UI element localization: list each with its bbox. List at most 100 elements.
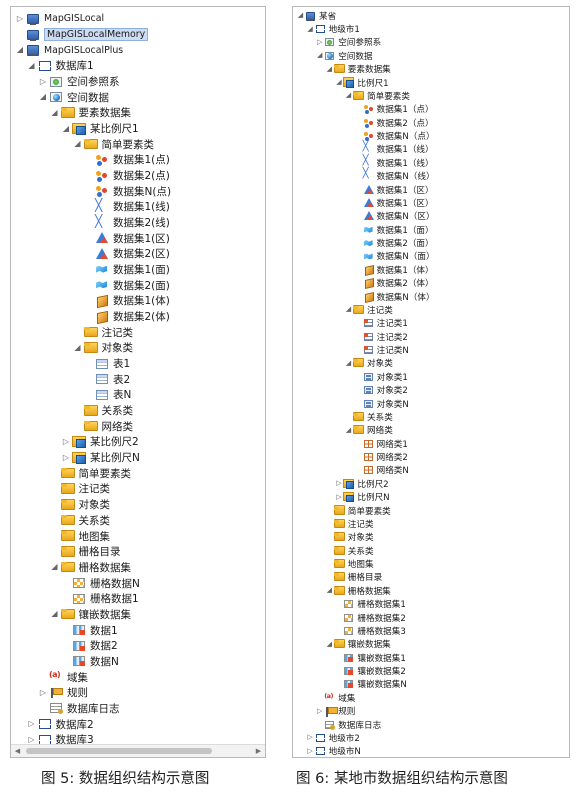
tree-node[interactable]: ▷ 某比例尺2 bbox=[11, 434, 265, 450]
tree-node[interactable]: ◢ 某比例尺1 bbox=[11, 121, 265, 137]
tree-node[interactable]: ▷数据集N（线） bbox=[293, 168, 569, 183]
tree-node[interactable]: ▷数据集2(点) bbox=[11, 168, 265, 184]
scroll-left-arrow-icon[interactable]: ◀ bbox=[14, 747, 21, 755]
tree-node[interactable]: ▷数据集2(线) bbox=[11, 214, 265, 231]
tree-node[interactable]: ▷数据集1(线) bbox=[11, 198, 265, 215]
tree-node[interactable]: ▷数据集1（体） bbox=[293, 263, 569, 276]
tree-node[interactable]: ▷对象类 bbox=[293, 531, 569, 544]
tree-node[interactable]: ◢ 对象类 bbox=[11, 340, 265, 356]
tree-node[interactable]: ◢ 地级市1 bbox=[293, 22, 569, 35]
expand-arrow-icon[interactable]: ▷ bbox=[16, 13, 24, 23]
tree-node[interactable]: ▷ 地级市2 bbox=[293, 731, 569, 744]
collapse-arrow-icon[interactable]: ◢ bbox=[62, 123, 70, 133]
tree-node[interactable]: ▷注记类 bbox=[293, 517, 569, 530]
tree-node[interactable]: ▷注记类 bbox=[11, 324, 265, 340]
tree-node[interactable]: ▷数据集1（点） bbox=[293, 103, 569, 116]
expand-arrow-icon[interactable]: ▷ bbox=[62, 452, 70, 462]
collapse-arrow-icon[interactable]: ◢ bbox=[51, 562, 58, 572]
tree-node[interactable]: ◢ 网络类 bbox=[293, 424, 569, 437]
tree-node[interactable]: ▷栅格数据1 bbox=[11, 591, 265, 607]
tree-node[interactable]: ▷栅格目录 bbox=[11, 544, 265, 560]
tree-node[interactable]: ▷ 某比例尺N bbox=[11, 450, 265, 466]
tree-node[interactable]: ▷数据集1(区) bbox=[11, 230, 265, 246]
scrollbar-thumb[interactable] bbox=[26, 748, 212, 754]
tree-node[interactable]: ▷ 空间参照系 bbox=[293, 36, 569, 49]
tree-node[interactable]: ▷网络类2 bbox=[293, 450, 569, 463]
collapse-arrow-icon[interactable]: ◢ bbox=[326, 586, 332, 595]
tree-node[interactable]: ▷栅格目录 bbox=[293, 571, 569, 584]
collapse-arrow-icon[interactable]: ◢ bbox=[51, 107, 58, 117]
tree-node[interactable]: ▷对象类2 bbox=[293, 384, 569, 397]
tree-node[interactable]: ▷数据N bbox=[11, 654, 265, 670]
tree-node[interactable]: ◢ 镶嵌数据集 bbox=[293, 638, 569, 651]
expand-arrow-icon[interactable]: ▷ bbox=[28, 719, 35, 729]
tree-node[interactable]: ◢ 对象类 bbox=[293, 357, 569, 370]
tree-node[interactable]: ▷数据集1（线） bbox=[293, 141, 569, 156]
tree-node[interactable]: ◢ MapGISLocalPlus bbox=[11, 42, 265, 58]
tree-node[interactable]: ▷数据2 bbox=[11, 638, 265, 654]
collapse-arrow-icon[interactable]: ◢ bbox=[51, 609, 58, 619]
tree-node[interactable]: ▷地图集 bbox=[293, 557, 569, 570]
tree-node[interactable]: ▷ 比例尺N bbox=[293, 491, 569, 504]
horizontal-scrollbar[interactable]: ◀ ▶ bbox=[11, 744, 265, 757]
tree-node[interactable]: ▷数据集N（面） bbox=[293, 250, 569, 263]
collapse-arrow-icon[interactable]: ◢ bbox=[345, 425, 352, 434]
tree-node[interactable]: ▷栅格数据N bbox=[11, 575, 265, 591]
tree-node[interactable]: ▷数据集N（区） bbox=[293, 210, 569, 223]
tree-node[interactable]: ▷域集 bbox=[293, 691, 569, 704]
tree-node[interactable]: ▷ 地级市N bbox=[293, 745, 569, 757]
collapse-arrow-icon[interactable]: ◢ bbox=[336, 78, 342, 87]
tree-node[interactable]: ▷数据集1（区） bbox=[293, 196, 569, 209]
collapse-arrow-icon[interactable]: ◢ bbox=[28, 60, 35, 70]
tree-node[interactable]: ▷注记类2 bbox=[293, 330, 569, 343]
tree-node[interactable]: ▷MapGISLocalMemory bbox=[11, 27, 265, 43]
tree-node[interactable]: ▷地图集 bbox=[11, 528, 265, 544]
tree-node[interactable]: ▷ 数据库2 bbox=[11, 716, 265, 732]
collapse-arrow-icon[interactable]: ◢ bbox=[326, 639, 332, 648]
collapse-arrow-icon[interactable]: ◢ bbox=[345, 358, 352, 367]
tree-node[interactable]: ▷表N bbox=[11, 387, 265, 403]
tree-node[interactable]: ▷注记类1 bbox=[293, 317, 569, 330]
tree-node[interactable]: ▷简单要素类 bbox=[293, 504, 569, 517]
tree-node[interactable]: ▷简单要素类 bbox=[11, 465, 265, 481]
tree-node[interactable]: ▷栅格数据集2 bbox=[293, 611, 569, 624]
tree-node[interactable]: ▷镶嵌数据集2 bbox=[293, 664, 569, 677]
tree-node[interactable]: ◢ 镶嵌数据集 bbox=[11, 607, 265, 623]
tree-node[interactable]: ▷数据集1（区） bbox=[293, 183, 569, 196]
tree-node[interactable]: ▷镶嵌数据集N bbox=[293, 678, 569, 691]
tree-node[interactable]: ▷数据1 bbox=[11, 622, 265, 638]
expand-arrow-icon[interactable]: ▷ bbox=[316, 37, 323, 46]
tree-node[interactable]: ▷注记类N bbox=[293, 343, 569, 356]
tree-node[interactable]: ▷ 空间参照系 bbox=[11, 74, 265, 90]
collapse-arrow-icon[interactable]: ◢ bbox=[307, 24, 313, 33]
collapse-arrow-icon[interactable]: ◢ bbox=[297, 11, 304, 20]
expand-arrow-icon[interactable]: ▷ bbox=[39, 76, 47, 86]
expand-arrow-icon[interactable]: ▷ bbox=[62, 436, 70, 446]
tree-node[interactable]: ◢ 要素数据集 bbox=[293, 63, 569, 76]
tree-node[interactable]: ▷数据集1（面） bbox=[293, 223, 569, 236]
tree-node[interactable]: ▷关系类 bbox=[11, 403, 265, 419]
tree-node[interactable]: ▷数据集1（线） bbox=[293, 155, 569, 169]
tree-node[interactable]: ▷网络类N bbox=[293, 464, 569, 477]
expand-arrow-icon[interactable]: ▷ bbox=[28, 734, 35, 744]
tree-node[interactable]: ◢ 栅格数据集 bbox=[11, 560, 265, 576]
tree-node[interactable]: ▷注记类 bbox=[11, 481, 265, 497]
tree-node[interactable]: ◢ 比例尺1 bbox=[293, 76, 569, 89]
tree-node[interactable]: ▷ MapGISLocal bbox=[11, 11, 265, 27]
tree-node[interactable]: ▷数据集1(点) bbox=[11, 152, 265, 168]
tree-node[interactable]: ▷表1 bbox=[11, 356, 265, 372]
tree-node[interactable]: ▷镶嵌数据集1 bbox=[293, 651, 569, 664]
tree-node[interactable]: ▷数据集N（体） bbox=[293, 290, 569, 303]
tree-node[interactable]: ▷表2 bbox=[11, 371, 265, 387]
collapse-arrow-icon[interactable]: ◢ bbox=[316, 51, 323, 60]
tree-node[interactable]: ▷数据集N(点) bbox=[11, 183, 265, 199]
tree-node[interactable]: ▷ 比例尺2 bbox=[293, 477, 569, 490]
tree-node[interactable]: ▷数据集2(区) bbox=[11, 246, 265, 262]
tree-node[interactable]: ▷数据库日志 bbox=[293, 718, 569, 731]
tree-node[interactable]: ◢ 简单要素类 bbox=[293, 89, 569, 102]
tree-node[interactable]: ▷数据集2(面) bbox=[11, 277, 265, 293]
tree-node[interactable]: ▷域集 bbox=[11, 669, 265, 685]
collapse-arrow-icon[interactable]: ◢ bbox=[345, 305, 352, 314]
expand-arrow-icon[interactable]: ▷ bbox=[336, 492, 342, 501]
tree-node[interactable]: ◢ 注记类 bbox=[293, 303, 569, 316]
